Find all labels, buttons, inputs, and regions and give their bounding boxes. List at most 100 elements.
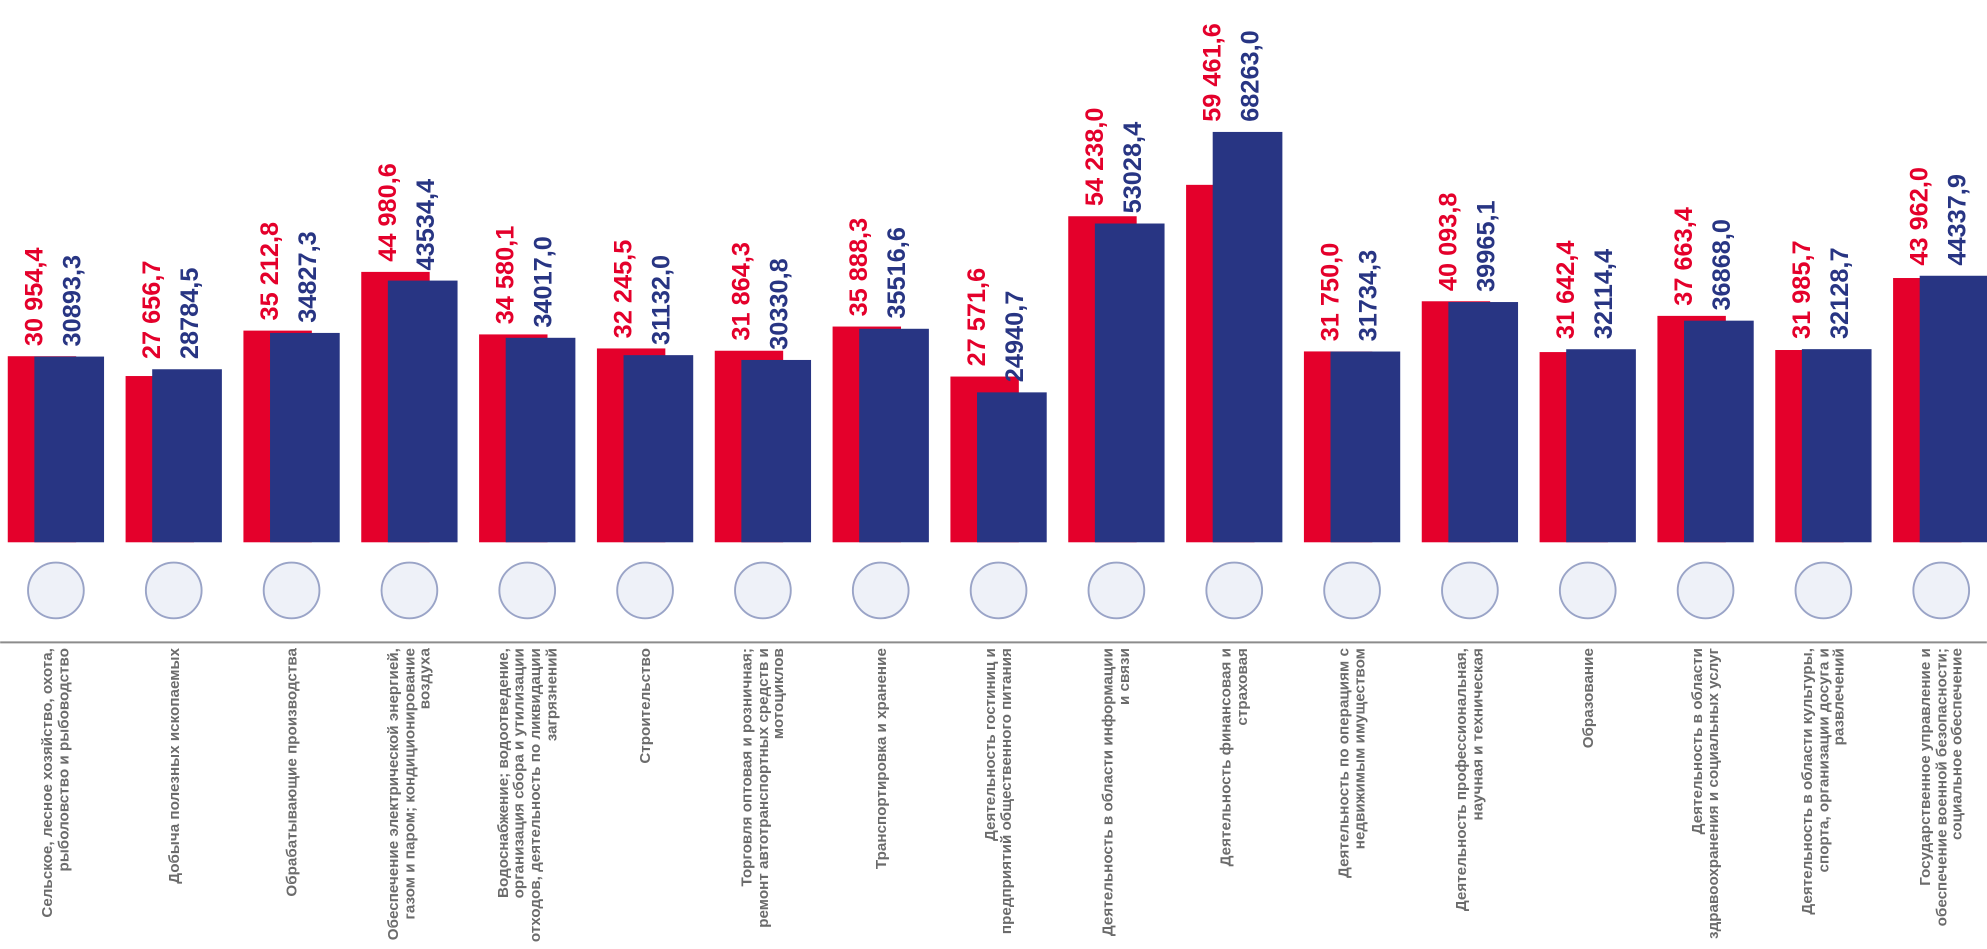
category-label: Деятельность в области культуры, спорта,… bbox=[1798, 648, 1848, 915]
category-label: Сельское, лесное хозяйство, охота, рыбол… bbox=[38, 648, 73, 918]
category-label-box: Деятельность финансовая и страховая bbox=[1195, 648, 1274, 943]
value-label: 34017,0 bbox=[530, 236, 558, 328]
icon bbox=[1441, 561, 1499, 620]
category-label-box: Обеспечение электрической энергией, газо… bbox=[370, 648, 449, 943]
category-label: Обрабатывающие производства bbox=[282, 648, 301, 897]
icon bbox=[1205, 561, 1264, 620]
category-label-box: Добыча полезных ископаемых bbox=[134, 648, 213, 943]
value-label: 31 864,3 bbox=[727, 242, 755, 341]
category-box: Деятельность гостиниц и предприятий обще… bbox=[959, 648, 1038, 943]
category-label-box: Государственное управление и обеспечение… bbox=[1902, 648, 1981, 943]
category-label: Образование bbox=[1578, 648, 1597, 749]
category-box: Транспортировка и хранение bbox=[841, 648, 920, 943]
icon bbox=[1087, 561, 1146, 620]
value-label: 36868,0 bbox=[1708, 219, 1736, 311]
value-label: 32 245,5 bbox=[609, 240, 637, 339]
category-box: Обеспечение электрической энергией, газо… bbox=[370, 648, 449, 943]
category-label: Строительство bbox=[635, 648, 654, 764]
bar bbox=[859, 328, 929, 543]
category-box: Строительство bbox=[606, 648, 685, 943]
icon bbox=[969, 561, 1028, 620]
bar bbox=[505, 337, 576, 543]
category-box: Добыча полезных ископаемых bbox=[134, 648, 213, 943]
category-label-box: Водоснабжение; водоотведение, организаци… bbox=[488, 648, 567, 943]
icon bbox=[380, 561, 439, 620]
category-box: Образование bbox=[1548, 648, 1627, 943]
category-label-box: Обрабатывающие производства bbox=[252, 648, 331, 943]
value-label: 27 656,7 bbox=[138, 261, 166, 360]
value-label: 27 571,6 bbox=[963, 268, 991, 367]
category-label: Деятельность финансовая и страховая bbox=[1217, 648, 1251, 867]
value-label: 43 962,0 bbox=[1906, 167, 1934, 266]
category-label-box: Сельское, лесное хозяйство, охота, рыбол… bbox=[17, 648, 96, 943]
icon bbox=[1794, 561, 1853, 620]
category-label-box: Деятельность в области здравоохранения и… bbox=[1666, 648, 1745, 943]
value-label: 31132,0 bbox=[647, 255, 675, 345]
category-label: Деятельность в области информации и связ… bbox=[1099, 648, 1133, 937]
category-label: Государственное управление и обеспечение… bbox=[1916, 648, 1966, 927]
value-label: 37 663,4 bbox=[1670, 207, 1698, 306]
icon bbox=[616, 561, 674, 620]
category-label: Обеспечение электрической энергией, газо… bbox=[384, 648, 434, 941]
value-label: 34827,3 bbox=[294, 231, 322, 323]
category-label-box: Деятельность в области информации и связ… bbox=[1077, 648, 1156, 943]
value-label: 31734,3 bbox=[1354, 250, 1382, 342]
value-label: 35516,6 bbox=[883, 227, 911, 319]
icon bbox=[1912, 561, 1971, 620]
icon bbox=[144, 561, 203, 620]
category-box: Деятельность в области информации и связ… bbox=[1077, 648, 1156, 943]
category-label-box: Деятельность по операциям с недвижимым и… bbox=[1313, 648, 1392, 943]
category-label: Деятельность гостиниц и предприятий обще… bbox=[981, 648, 1016, 935]
bar bbox=[1094, 223, 1165, 543]
bar bbox=[1212, 131, 1283, 543]
category-label-box: Транспортировка и хранение bbox=[841, 648, 920, 943]
category-label-box: Торговля оптовая и розничная; ремонт авт… bbox=[724, 648, 803, 943]
icon bbox=[1323, 561, 1381, 620]
value-label: 31 985,7 bbox=[1788, 240, 1816, 339]
category-box: Государственное управление и обеспечение… bbox=[1902, 648, 1981, 943]
icon bbox=[1676, 561, 1735, 620]
category-label: Деятельность по операциям с недвижимым и… bbox=[1334, 648, 1369, 878]
icon bbox=[27, 561, 85, 620]
category-box: Деятельность в области культуры, спорта,… bbox=[1784, 648, 1863, 943]
bar bbox=[387, 280, 458, 543]
bar bbox=[152, 369, 222, 543]
category-label-box: Деятельность профессиональная, научная и… bbox=[1453, 648, 1487, 911]
bar bbox=[1566, 349, 1636, 543]
value-label: 53028,4 bbox=[1119, 122, 1147, 214]
category-label-box: Образование bbox=[1548, 648, 1627, 943]
bar bbox=[1448, 302, 1519, 543]
category-box: Обрабатывающие производства bbox=[252, 648, 331, 943]
category-label: Транспортировка и хранение bbox=[871, 648, 890, 870]
category-box: Сельское, лесное хозяйство, охота, рыбол… bbox=[17, 648, 96, 943]
category-box: Деятельность в области здравоохранения и… bbox=[1666, 648, 1745, 943]
value-label: 44337,9 bbox=[1944, 174, 1972, 266]
value-label: 32128,7 bbox=[1826, 247, 1854, 339]
icon bbox=[851, 561, 910, 620]
value-label: 59 461,6 bbox=[1199, 23, 1227, 122]
category-box: Водоснабжение; водоотведение, организаци… bbox=[488, 648, 567, 943]
category-label: Водоснабжение; водоотведение, организаци… bbox=[494, 648, 560, 943]
value-label: 35 888,3 bbox=[845, 218, 873, 317]
bar bbox=[1684, 320, 1754, 543]
value-label: 35 212,8 bbox=[256, 222, 284, 321]
value-label: 31 642,4 bbox=[1552, 241, 1580, 340]
value-label: 68263,0 bbox=[1237, 30, 1265, 122]
bar bbox=[1801, 349, 1872, 543]
category-box: Деятельность по операциям с недвижимым и… bbox=[1313, 648, 1392, 943]
value-label: 31 750,0 bbox=[1316, 243, 1344, 342]
category-label: Деятельность в области здравоохранения и… bbox=[1688, 648, 1723, 939]
bar bbox=[1919, 275, 1987, 543]
value-label: 32114,4 bbox=[1590, 249, 1618, 339]
value-label: 24940,7 bbox=[1001, 291, 1029, 383]
category-box: Торговля оптовая и розничная; ремонт авт… bbox=[724, 648, 803, 943]
value-label: 28784,5 bbox=[176, 268, 204, 360]
value-label: 30893,3 bbox=[58, 255, 86, 347]
value-label: 34 580,1 bbox=[492, 226, 520, 325]
category-box: Деятельность финансовая и страховая bbox=[1195, 648, 1274, 943]
bar bbox=[977, 392, 1047, 543]
icon bbox=[262, 561, 321, 620]
category-label: Торговля оптовая и розничная; ремонт авт… bbox=[737, 648, 788, 928]
